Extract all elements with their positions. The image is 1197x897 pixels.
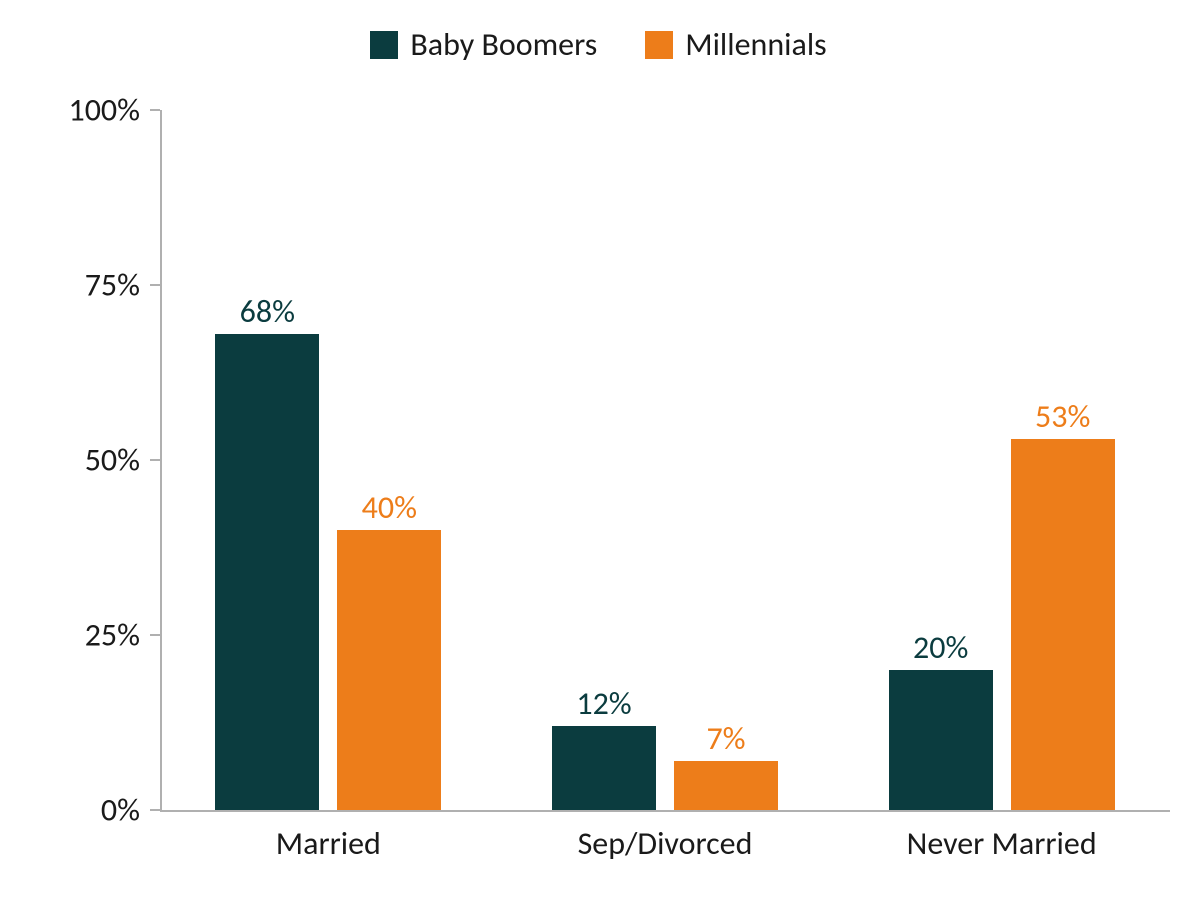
bar-0-0 [215,334,319,810]
legend-swatch-1 [645,31,673,59]
y-tick-label-1: 25% [85,616,140,655]
data-label-1-2: 53% [1035,397,1090,436]
legend: Baby Boomers Millennials [0,25,1197,64]
y-tick-label-0: 0% [101,791,140,830]
x-category-label-1: Sep/Divorced [578,824,753,863]
legend-label-1: Millennials [685,25,826,64]
bar-1-1 [674,761,778,810]
y-tick-label-4: 100% [68,91,140,130]
x-category-label-0: Married [276,824,381,863]
data-label-0-1: 12% [576,684,631,723]
x-axis-line [160,810,1170,812]
y-tick-mark-3 [150,284,160,286]
y-tick-label-2: 50% [85,441,140,480]
data-label-0-2: 20% [913,628,968,667]
legend-item-0: Baby Boomers [370,25,597,64]
data-label-1-0: 40% [362,488,417,527]
bar-0-1 [552,726,656,810]
data-label-1-1: 7% [706,719,745,758]
bar-1-2 [1011,439,1115,810]
y-tick-mark-0 [150,809,160,811]
y-tick-label-3: 75% [85,266,140,305]
legend-swatch-0 [370,31,398,59]
bar-1-0 [337,530,441,810]
legend-item-1: Millennials [645,25,826,64]
plot-area: 0%25%50%75%100%Married68%40%Sep/Divorced… [160,110,1170,810]
legend-label-0: Baby Boomers [410,25,597,64]
data-label-0-0: 68% [240,292,295,331]
bar-0-2 [889,670,993,810]
y-axis-line [160,110,162,810]
y-tick-mark-1 [150,634,160,636]
chart-container: Baby Boomers Millennials 0% 25% 50% 75% 100% M… [0,0,1197,897]
y-tick-mark-4 [150,109,160,111]
y-tick-mark-2 [150,459,160,461]
x-category-label-2: Never Married [907,824,1097,863]
